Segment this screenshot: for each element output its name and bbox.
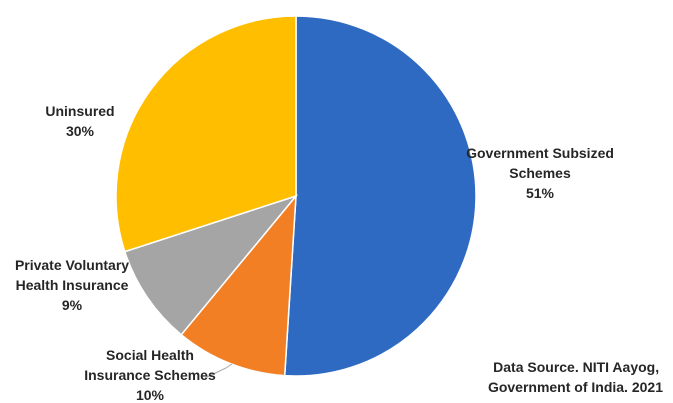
slice-label-uninsured: Uninsured 30%	[45, 103, 114, 139]
pie-slice-social-health-insurance-schemes	[180, 193, 297, 377]
slice-value-label: 51%	[526, 185, 555, 201]
pie-slices	[115, 15, 477, 377]
slice-name-line: Schemes	[509, 165, 571, 181]
slice-value-label: 30%	[66, 123, 95, 139]
slice-name-line: Insurance Schemes	[84, 367, 216, 383]
slice-value-label: 10%	[136, 387, 165, 403]
slice-label-social-health-insurance-schemes: Social Health Insurance Schemes 10%	[84, 347, 216, 403]
slice-name-line: Social Health	[106, 347, 194, 363]
pie-slice-government-subsized-schemes	[283, 15, 477, 377]
slice-labels: Government Subsized Schemes 51% Social Heal…	[15, 103, 614, 403]
slice-value-label: 9%	[62, 297, 83, 313]
leader-lines	[204, 363, 233, 379]
slice-label-government-subsized-schemes: Government Subsized Schemes 51%	[466, 145, 614, 201]
data-source-line-1: Data Source. NITI Aayog,	[493, 359, 659, 375]
slice-name-line: Health Insurance	[16, 277, 129, 293]
pie-slice-private-voluntary-health-insurance	[123, 194, 299, 336]
slice-name-line: Government Subsized	[466, 145, 614, 161]
pie-slice-uninsured	[115, 15, 297, 253]
slice-label-private-voluntary-health-insurance: Private Voluntary Health Insurance 9%	[15, 257, 129, 313]
data-source-line-2: Government of India. 2021	[488, 379, 663, 395]
data-source-note: Data Source. NITI Aayog, Government of I…	[488, 359, 663, 395]
slice-name-line: Private Voluntary	[15, 257, 129, 273]
leader-line-social-health	[204, 363, 233, 379]
slice-name-line: Uninsured	[45, 103, 114, 119]
